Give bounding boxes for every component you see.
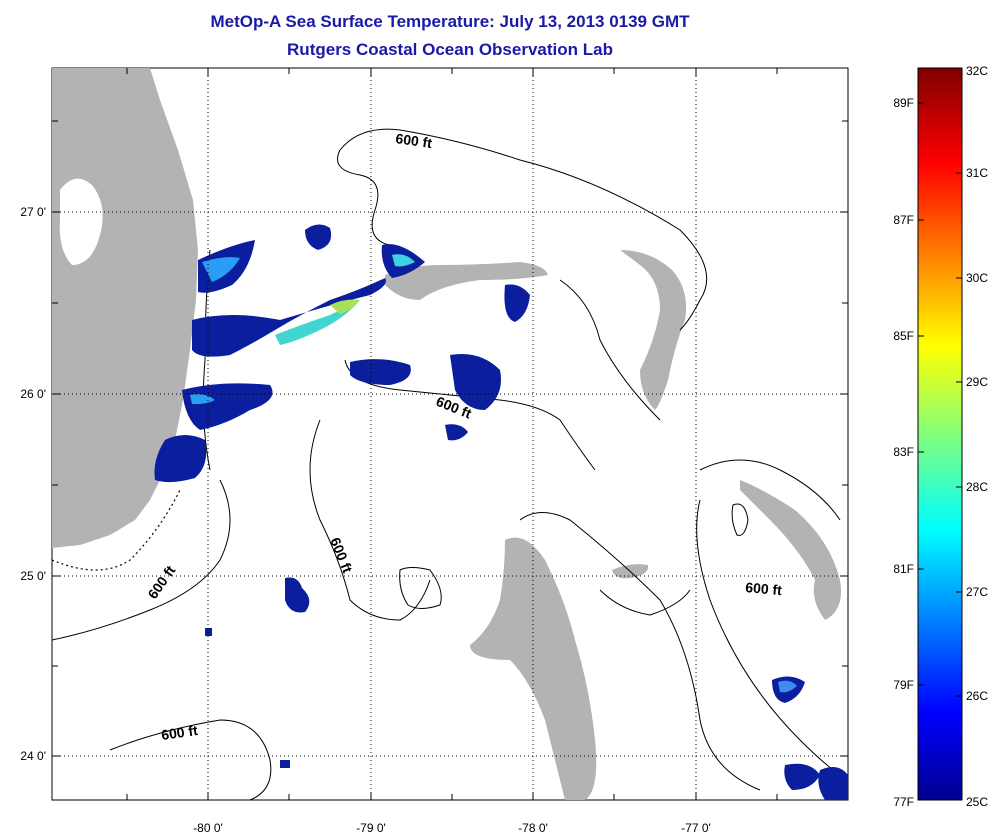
- lat-tick-label: 25 0': [20, 569, 46, 583]
- lon-tick-label: -78 0': [518, 821, 548, 835]
- lon-tick-label: -77 0': [681, 821, 711, 835]
- colorbar-fahrenheit-label: 77F: [893, 795, 914, 809]
- eleuthera: [740, 480, 841, 620]
- lat-tick-label: 24 0': [20, 749, 46, 763]
- graticule: [52, 68, 848, 800]
- lat-tick-label: 27 0': [20, 205, 46, 219]
- colorbar-celsius-label: 32C: [966, 64, 988, 78]
- contour-label: 600 ft: [745, 579, 783, 598]
- lake-okeechobee: [59, 178, 103, 265]
- colorbar-ticks: [918, 102, 962, 697]
- map-title: MetOp-A Sea Surface Temperature: July 13…: [210, 12, 690, 31]
- colorbar-celsius-label: 31C: [966, 166, 988, 180]
- colorbar-celsius-label: 27C: [966, 585, 988, 599]
- colorbar-fahrenheit-label: 81F: [893, 562, 914, 576]
- colorbar-fahrenheit-label: 89F: [893, 96, 914, 110]
- lon-tick-label: -79 0': [356, 821, 386, 835]
- abaco: [620, 250, 687, 410]
- colorbar-fahrenheit-label: 85F: [893, 329, 914, 343]
- grand-bahama: [385, 262, 548, 300]
- sst-patches: [154, 224, 848, 800]
- colorbar-celsius-label: 30C: [966, 271, 988, 285]
- map-subtitle: Rutgers Coastal Ocean Observation Lab: [287, 40, 613, 59]
- colorbar-celsius-label: 29C: [966, 375, 988, 389]
- colorbar: [917, 67, 963, 801]
- contour-label: 600 ft: [160, 722, 199, 743]
- colorbar-fahrenheit-label: 83F: [893, 445, 914, 459]
- colorbar-celsius-label: 25C: [966, 795, 988, 809]
- lat-tick-label: 26 0': [20, 387, 46, 401]
- contour-label: 600 ft: [395, 130, 434, 151]
- colorbar-fahrenheit-label: 79F: [893, 678, 914, 692]
- depth-contours: [52, 128, 848, 800]
- colorbar-fahrenheit-label: 87F: [893, 213, 914, 227]
- lon-tick-label: -80 0': [193, 821, 223, 835]
- frame-ticks: [52, 68, 848, 800]
- colorbar-celsius-label: 26C: [966, 689, 988, 703]
- florida-keys: [52, 489, 181, 571]
- colorbar-celsius-label: 28C: [966, 480, 988, 494]
